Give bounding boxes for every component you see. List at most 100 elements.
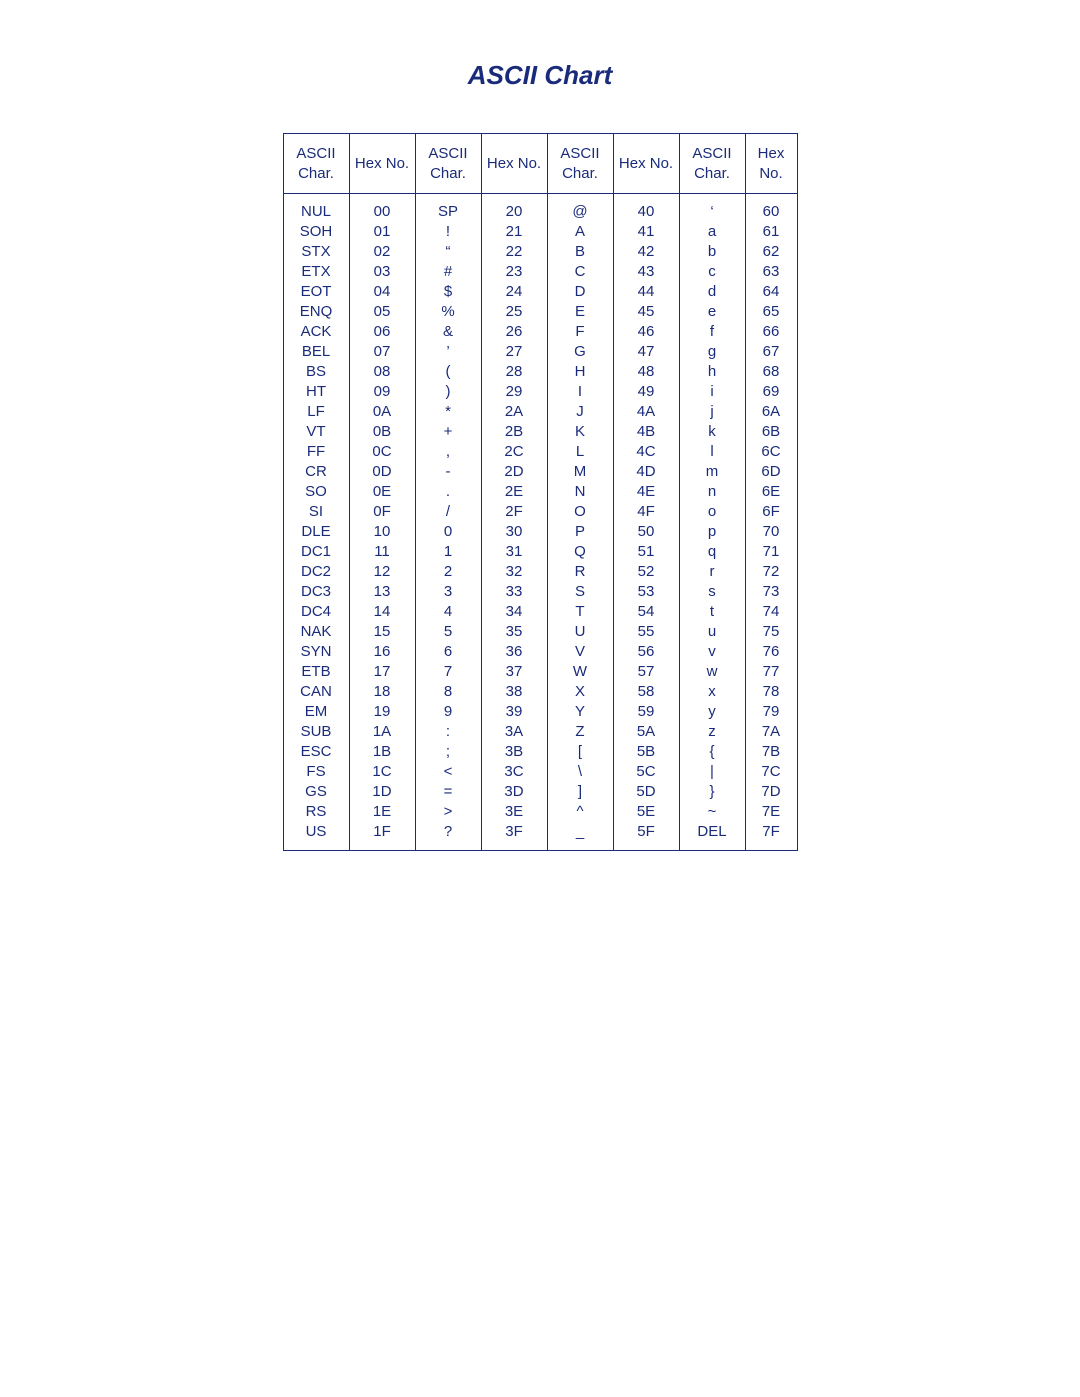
cell-hex: 23 (481, 262, 547, 282)
header-hex-no-2: Hex No. (613, 134, 679, 194)
cell-char: t (679, 602, 745, 622)
cell-hex: 45 (613, 302, 679, 322)
cell-char: ETB (283, 662, 349, 682)
cell-hex: 0A (349, 402, 415, 422)
cell-char: | (679, 762, 745, 782)
cell-hex: 71 (745, 542, 797, 562)
cell-hex: 1D (349, 782, 415, 802)
cell-char: g (679, 342, 745, 362)
cell-hex: 4E (613, 482, 679, 502)
cell-char: \ (547, 762, 613, 782)
cell-hex: 41 (613, 222, 679, 242)
cell-char: ! (415, 222, 481, 242)
cell-char: H (547, 362, 613, 382)
cell-char: = (415, 782, 481, 802)
cell-char: G (547, 342, 613, 362)
table-row: NUL00SP20@40‘60 (283, 194, 797, 223)
cell-char: v (679, 642, 745, 662)
cell-char: ) (415, 382, 481, 402)
cell-char: j (679, 402, 745, 422)
cell-hex: 28 (481, 362, 547, 382)
table-row: SOH01!21A41a61 (283, 222, 797, 242)
cell-hex: 2C (481, 442, 547, 462)
cell-hex: 5B (613, 742, 679, 762)
table-row: NAK15535U55u75 (283, 622, 797, 642)
cell-char: U (547, 622, 613, 642)
cell-char: u (679, 622, 745, 642)
cell-hex: 38 (481, 682, 547, 702)
table-row: SUB1A:3AZ5Az7A (283, 722, 797, 742)
cell-hex: 59 (613, 702, 679, 722)
cell-char: $ (415, 282, 481, 302)
table-row: ENQ05%25E45e65 (283, 302, 797, 322)
cell-hex: 21 (481, 222, 547, 242)
cell-hex: 6C (745, 442, 797, 462)
cell-char: N (547, 482, 613, 502)
table-row: ETX03#23C43c63 (283, 262, 797, 282)
cell-char: 7 (415, 662, 481, 682)
cell-char: FF (283, 442, 349, 462)
cell-hex: 67 (745, 342, 797, 362)
cell-hex: 2A (481, 402, 547, 422)
table-row: FS1C<3C\5C|7C (283, 762, 797, 782)
cell-char: P (547, 522, 613, 542)
cell-hex: 3A (481, 722, 547, 742)
table-row: ACK06&26F46f66 (283, 322, 797, 342)
cell-hex: 0F (349, 502, 415, 522)
cell-hex: 3D (481, 782, 547, 802)
cell-hex: 66 (745, 322, 797, 342)
cell-hex: 6E (745, 482, 797, 502)
cell-hex: 5E (613, 802, 679, 822)
cell-char: { (679, 742, 745, 762)
page: ASCII Chart ASCIIChar. Hex No. ASCIIChar… (0, 0, 1080, 851)
cell-hex: 62 (745, 242, 797, 262)
cell-hex: 4D (613, 462, 679, 482)
cell-char: } (679, 782, 745, 802)
header-hex-no-1: Hex No. (481, 134, 547, 194)
table-row: DC212232R52r72 (283, 562, 797, 582)
cell-char: 2 (415, 562, 481, 582)
cell-char: W (547, 662, 613, 682)
cell-hex: 43 (613, 262, 679, 282)
cell-char: SUB (283, 722, 349, 742)
table-row: ETB17737W57w77 (283, 662, 797, 682)
table-row: RS1E>3E^5E~7E (283, 802, 797, 822)
cell-hex: 57 (613, 662, 679, 682)
cell-hex: 58 (613, 682, 679, 702)
cell-char: E (547, 302, 613, 322)
cell-hex: 14 (349, 602, 415, 622)
cell-char: ? (415, 822, 481, 851)
cell-hex: 68 (745, 362, 797, 382)
cell-hex: 1B (349, 742, 415, 762)
cell-char: b (679, 242, 745, 262)
cell-hex: 1E (349, 802, 415, 822)
header-ascii-char-2: ASCIIChar. (547, 134, 613, 194)
cell-hex: 00 (349, 194, 415, 223)
table-row: DC414434T54t74 (283, 602, 797, 622)
cell-char: BS (283, 362, 349, 382)
cell-hex: 36 (481, 642, 547, 662)
table-header: ASCIIChar. Hex No. ASCIIChar. Hex No. AS… (283, 134, 797, 194)
cell-char: D (547, 282, 613, 302)
cell-char: V (547, 642, 613, 662)
cell-hex: 27 (481, 342, 547, 362)
cell-char: ( (415, 362, 481, 382)
cell-char: # (415, 262, 481, 282)
table-row: HT09)29I49i69 (283, 382, 797, 402)
cell-char: DC1 (283, 542, 349, 562)
cell-hex: 7A (745, 722, 797, 742)
cell-char: i (679, 382, 745, 402)
cell-hex: 73 (745, 582, 797, 602)
cell-hex: 29 (481, 382, 547, 402)
cell-hex: 4A (613, 402, 679, 422)
cell-hex: 02 (349, 242, 415, 262)
cell-char: B (547, 242, 613, 262)
cell-char: O (547, 502, 613, 522)
cell-char: BEL (283, 342, 349, 362)
cell-hex: 01 (349, 222, 415, 242)
cell-hex: 39 (481, 702, 547, 722)
cell-char: J (547, 402, 613, 422)
cell-char: 6 (415, 642, 481, 662)
table-row: CR0D-2DM4Dm6D (283, 462, 797, 482)
cell-char: o (679, 502, 745, 522)
